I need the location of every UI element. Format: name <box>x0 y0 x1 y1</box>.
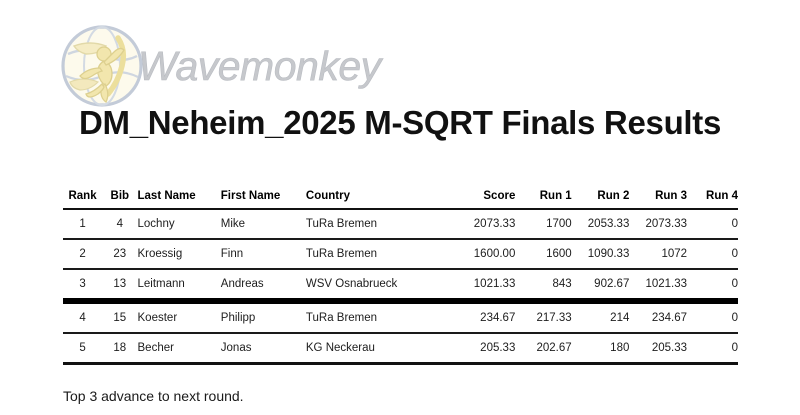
cell-rank: 1 <box>79 218 86 230</box>
cell-country: TuRa Bremen <box>305 248 378 260</box>
cell-score: 1600.00 <box>473 248 516 260</box>
cell-rank: 2 <box>79 248 86 260</box>
cell-bib: 15 <box>113 312 127 324</box>
results-table-container: Rank Bib Last Name First Name Country Sc… <box>63 190 738 365</box>
cell-first-name: Finn <box>220 248 244 260</box>
cell-run-1: 217.33 <box>536 312 572 324</box>
cell-last-name: Leitmann <box>137 278 185 290</box>
column-header-run-2: Run 2 <box>597 190 630 202</box>
cell-bib: 23 <box>113 248 127 260</box>
cell-run-4: 0 <box>731 342 738 354</box>
cell-run-3: 2073.33 <box>645 218 688 230</box>
table-row: 4 15 Koester Philipp TuRa Bremen 234.67 … <box>63 301 738 333</box>
cell-bib: 13 <box>113 278 127 290</box>
cell-run-2: 2053.33 <box>587 218 630 230</box>
cell-score: 234.67 <box>480 312 516 324</box>
cell-run-4: 0 <box>731 312 738 324</box>
results-table: Rank Bib Last Name First Name Country Sc… <box>63 190 738 365</box>
table-row-cutoff: 3 13 Leitmann Andreas WSV Osnabrueck 102… <box>63 269 738 301</box>
cell-run-2: 1090.33 <box>587 248 630 260</box>
cell-run-1: 1600 <box>546 248 572 260</box>
column-header-run-3: Run 3 <box>655 190 688 202</box>
column-header-first-name: First Name <box>220 190 281 202</box>
column-header-country: Country <box>305 190 350 202</box>
brand-header: Wavemonkey <box>60 20 390 112</box>
cell-run-3: 1021.33 <box>645 278 688 290</box>
cell-run-1: 1700 <box>546 218 572 230</box>
cell-run-2: 902.67 <box>594 278 630 290</box>
column-header-last-name: Last Name <box>137 190 196 202</box>
cell-score: 2073.33 <box>473 218 516 230</box>
cell-country: WSV Osnabrueck <box>305 278 398 290</box>
cell-rank: 4 <box>79 312 86 324</box>
column-header-run-1: Run 1 <box>539 190 572 202</box>
cell-bib: 4 <box>116 218 123 230</box>
table-row: 2 23 Kroessig Finn TuRa Bremen 1600.00 1… <box>63 239 738 269</box>
cell-run-4: 0 <box>731 218 738 230</box>
advancement-note: Top 3 advance to next round. <box>63 388 244 404</box>
brand-wordmark: Wavemonkey <box>138 42 382 89</box>
table-header-row: Rank Bib Last Name First Name Country Sc… <box>63 190 738 209</box>
cell-country: TuRa Bremen <box>305 218 378 230</box>
cell-run-4: 0 <box>731 248 738 260</box>
cell-last-name: Becher <box>137 342 174 354</box>
wavemonkey-globe-surfer-logo-icon <box>60 24 144 108</box>
cell-first-name: Philipp <box>220 312 256 324</box>
column-header-score: Score <box>483 190 516 202</box>
cell-first-name: Jonas <box>220 342 252 354</box>
table-row: 5 18 Becher Jonas KG Neckerau 205.33 202… <box>63 333 738 364</box>
cell-run-1: 843 <box>552 278 572 290</box>
cell-country: KG Neckerau <box>305 342 375 354</box>
page-title: DM_Neheim_2025 M-SQRT Finals Results <box>78 104 722 141</box>
cell-run-2: 214 <box>610 312 630 324</box>
cell-last-name: Koester <box>137 312 178 324</box>
table-header: Rank Bib Last Name First Name Country Sc… <box>63 190 738 209</box>
cell-first-name: Andreas <box>220 278 264 290</box>
cell-run-3: 1072 <box>661 248 688 260</box>
column-header-rank: Rank <box>68 190 97 202</box>
cell-run-2: 180 <box>610 342 630 354</box>
column-header-bib: Bib <box>110 190 130 202</box>
cell-run-4: 0 <box>731 278 738 290</box>
cell-run-3: 234.67 <box>651 312 688 324</box>
cell-run-1: 202.67 <box>536 342 572 354</box>
cell-rank: 3 <box>79 278 86 290</box>
cell-rank: 5 <box>79 342 86 354</box>
cell-last-name: Kroessig <box>137 248 183 260</box>
cell-bib: 18 <box>113 342 127 354</box>
cell-last-name: Lochny <box>137 218 175 230</box>
cell-first-name: Mike <box>220 218 246 230</box>
cell-country: TuRa Bremen <box>305 312 378 324</box>
table-row: 1 4 Lochny Mike TuRa Bremen 2073.33 1700… <box>63 209 738 239</box>
cell-run-3: 205.33 <box>651 342 688 354</box>
column-header-run-4: Run 4 <box>706 190 738 202</box>
table-body: 1 4 Lochny Mike TuRa Bremen 2073.33 1700… <box>63 209 738 364</box>
cell-score: 205.33 <box>480 342 516 354</box>
cell-score: 1021.33 <box>473 278 516 290</box>
